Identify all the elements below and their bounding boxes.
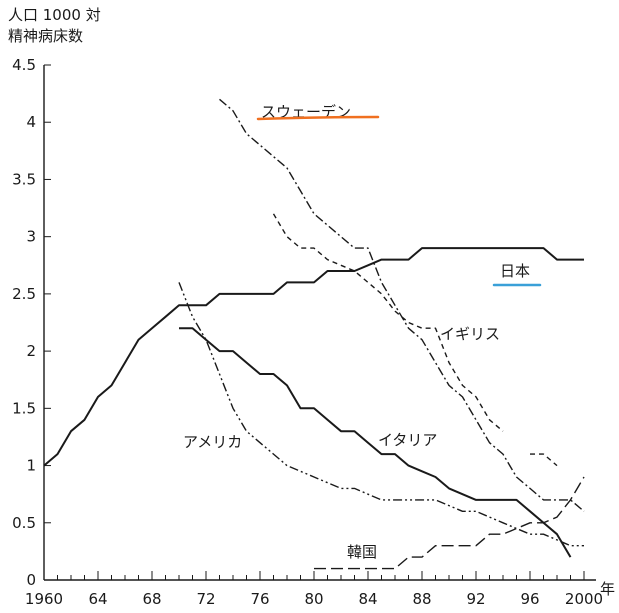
x-tick-label: 2000 (565, 590, 603, 608)
y-tick-label: 0 (26, 571, 36, 589)
series-label: イギリス (440, 325, 500, 343)
y-tick-label: 1 (26, 457, 36, 475)
x-tick-label: 84 (358, 590, 377, 608)
y-tick-label: 4.5 (12, 56, 36, 74)
series-label: イタリア (378, 431, 437, 449)
y-tick-label: 4 (26, 113, 36, 131)
x-tick-label: 92 (466, 590, 485, 608)
series-group (43, 98, 585, 570)
y-tick-label: 1.5 (12, 399, 36, 417)
x-tick-label: 88 (412, 590, 431, 608)
x-tick-label: 96 (520, 590, 539, 608)
series-line (272, 213, 504, 432)
x-tick-label: 68 (142, 590, 161, 608)
x-tick-label: 1960 (25, 590, 63, 608)
y-tick-label: 3.5 (12, 170, 36, 188)
sweden-underline (256, 115, 380, 121)
series-label: アメリカ (183, 433, 242, 451)
y-axis-label: 精神病床数 (8, 27, 83, 45)
series-label: 韓国 (347, 543, 377, 561)
x-tick-label: 80 (304, 590, 323, 608)
y-tick-label: 3 (26, 228, 36, 246)
series-line (179, 327, 572, 558)
series-label: 日本 (500, 262, 530, 280)
y-tick-label: 2.5 (12, 285, 36, 303)
series-line (530, 453, 558, 467)
y-axis-label: 人口 1000 対 (8, 6, 101, 24)
x-tick-label: 72 (196, 590, 215, 608)
series-line (314, 476, 585, 570)
x-axis-label: 年 (600, 580, 615, 598)
y-tick-label: 2 (26, 342, 36, 360)
series-line (219, 98, 585, 512)
series-line (43, 247, 584, 467)
x-tick-label: 76 (250, 590, 269, 608)
x-tick-label: 64 (88, 590, 107, 608)
y-tick-label: 0.5 (12, 514, 36, 532)
